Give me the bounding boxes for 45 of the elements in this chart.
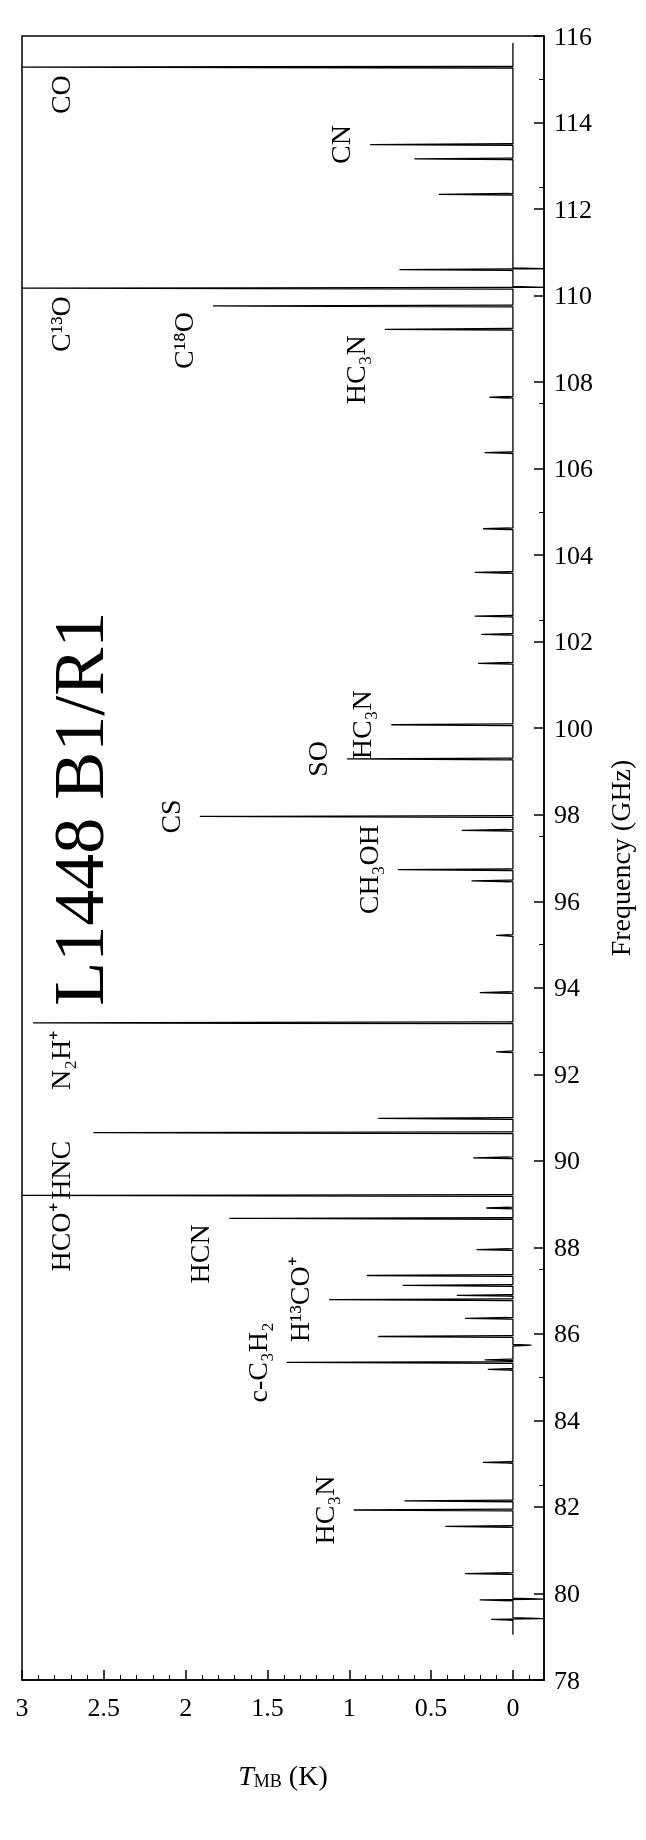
y-tick-label: 106 <box>554 454 593 484</box>
annotation: HCN <box>184 1224 216 1284</box>
x-tick-label: 0 <box>506 1692 520 1722</box>
annotation: HC₃N <box>346 690 378 760</box>
x-tick-label: 2.5 <box>87 1692 121 1722</box>
y-tick-label: 78 <box>554 1665 580 1695</box>
y-tick-label: 90 <box>554 1146 580 1176</box>
y-tick-label: 96 <box>554 886 580 916</box>
x-tick-label: 0.5 <box>414 1692 448 1722</box>
annotation: CS <box>154 799 186 834</box>
annotation: N₂H⁺ <box>44 1030 76 1091</box>
annotation: c-C₃H₂ <box>241 1322 273 1403</box>
annotation: C¹⁸O <box>167 311 199 370</box>
annotation: HC₃N <box>339 335 371 405</box>
y-tick-label: 86 <box>554 1319 580 1349</box>
annotation: CO <box>44 75 76 115</box>
annotation: HCO⁺ <box>44 1203 76 1272</box>
annotation: H¹³CO⁺ <box>284 1257 316 1343</box>
y-tick-label: 98 <box>554 800 580 830</box>
annotation: HC₃N <box>308 1475 340 1545</box>
y-tick-label: 112 <box>554 194 593 224</box>
y-tick-label: 116 <box>554 21 593 51</box>
text: L1448 B1/R1 <box>39 611 120 1006</box>
y-tick-label: 102 <box>554 627 593 657</box>
y-tick-label: 114 <box>554 108 593 138</box>
y-tick-label: 84 <box>554 1405 580 1435</box>
y-tick-label: 100 <box>554 713 593 743</box>
y-tick-label: 80 <box>554 1578 580 1608</box>
y-tick-label: 94 <box>554 973 580 1003</box>
annotation: SO <box>302 741 334 777</box>
x-tick-label: 3 <box>15 1692 29 1722</box>
x-axis-title: TMB (K) <box>238 1759 328 1791</box>
y-tick-label: 104 <box>554 540 593 570</box>
annotation: C¹³O <box>44 296 76 352</box>
y-axis-title: Frequency (GHz) <box>604 759 636 957</box>
x-tick-label: 2 <box>179 1692 193 1722</box>
y-tick-label: 88 <box>554 1232 580 1262</box>
y-tick-label: 92 <box>554 1059 580 1089</box>
y-tick-label: 108 <box>554 367 593 397</box>
annotation: CN <box>325 125 357 165</box>
y-tick-label: 82 <box>554 1492 580 1522</box>
x-tick-label: 1 <box>342 1692 356 1722</box>
x-tick-label: 1.5 <box>251 1692 284 1722</box>
annotation: CH₃OH <box>352 825 384 915</box>
y-tick-label: 110 <box>554 281 593 311</box>
